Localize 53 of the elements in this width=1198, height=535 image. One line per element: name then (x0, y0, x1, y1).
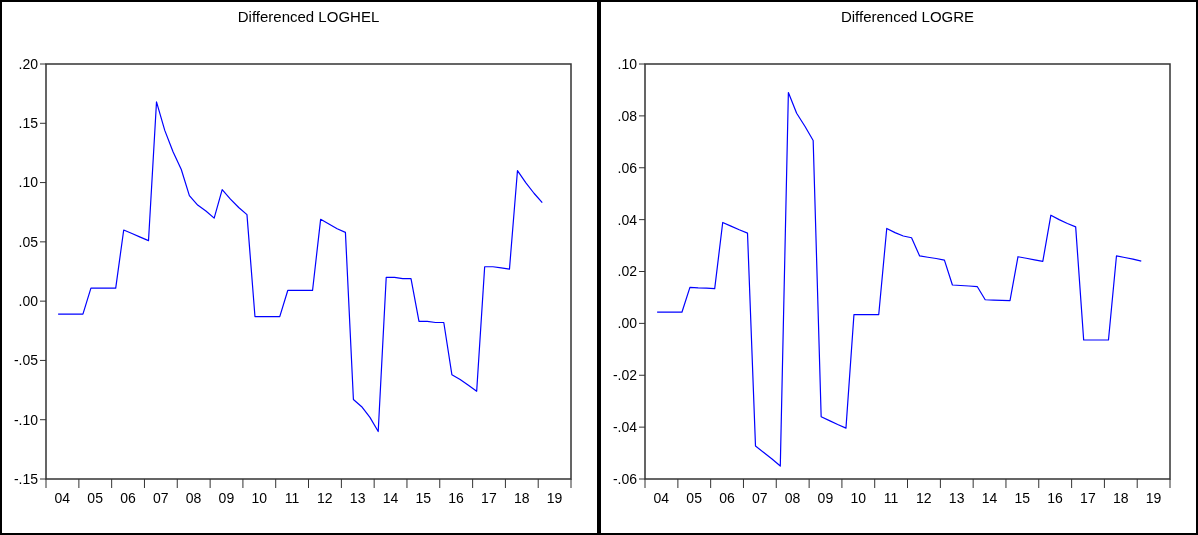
x-tick-label: 14 (981, 490, 998, 506)
x-tick-label: 09 (218, 490, 235, 506)
x-tick-label: 08 (185, 490, 202, 506)
x-tick-label: 05 (686, 490, 703, 506)
line-series (656, 91, 1142, 467)
x-tick-label: 19 (1145, 490, 1162, 506)
x-tick-label: 10 (251, 490, 268, 506)
y-tick-label: .02 (617, 263, 638, 280)
x-tick-label: 17 (481, 490, 497, 506)
x-tick-label: 19 (546, 490, 563, 506)
line-series (57, 101, 543, 433)
x-tick-label: 16 (1047, 490, 1064, 506)
x-tick-label: 15 (1014, 490, 1031, 506)
x-tick-label: 12 (916, 490, 932, 506)
x-tick-label: 18 (513, 490, 530, 506)
x-tick-label: 12 (317, 490, 333, 506)
x-tick-label: 04 (54, 490, 71, 506)
y-tick-label: -.05 (13, 352, 39, 369)
chart-title: Differenced LOGHEL (237, 8, 380, 25)
y-tick-label: .10 (617, 55, 638, 72)
x-tick-label: 07 (152, 490, 169, 506)
x-tick-label: 06 (120, 490, 136, 506)
y-tick-label: -.02 (612, 367, 638, 384)
x-tick-label: 14 (382, 490, 399, 506)
x-tick-label: 15 (415, 490, 432, 506)
x-tick-label: 05 (87, 490, 104, 506)
y-tick-label: .05 (18, 233, 39, 250)
x-tick-label: 18 (1112, 490, 1129, 506)
x-tick-label: 06 (719, 490, 735, 506)
y-tick-label: -.06 (612, 470, 638, 487)
y-tick-label: .06 (617, 159, 638, 176)
x-tick-label: 04 (653, 490, 670, 506)
y-tick-label: .00 (617, 315, 638, 332)
y-tick-label: .04 (617, 211, 638, 228)
x-tick-label: 16 (448, 490, 465, 506)
x-tick-label: 11 (883, 490, 899, 506)
x-tick-label: 09 (817, 490, 834, 506)
y-tick-label: .00 (18, 293, 39, 310)
y-tick-label: -.10 (13, 411, 39, 428)
y-tick-label: .20 (18, 55, 39, 72)
x-tick-label: 08 (784, 490, 801, 506)
x-tick-label: 13 (349, 490, 366, 506)
y-tick-label: -.15 (13, 470, 39, 487)
chart-title: Differenced LOGRE (840, 8, 975, 25)
x-tick-label: 13 (948, 490, 965, 506)
x-tick-label: 17 (1080, 490, 1096, 506)
y-tick-label: .10 (18, 174, 39, 191)
x-tick-label: 10 (850, 490, 867, 506)
x-tick-label: 11 (284, 490, 300, 506)
y-tick-label: -.04 (612, 419, 638, 436)
x-tick-label: 07 (751, 490, 768, 506)
y-tick-label: .15 (18, 115, 39, 132)
y-tick-label: .08 (617, 107, 638, 124)
